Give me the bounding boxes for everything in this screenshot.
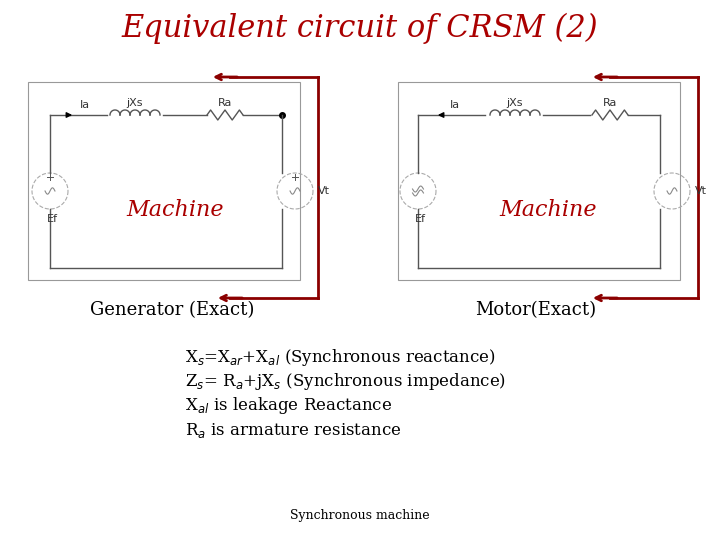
Text: X$_{al}$ is leakage Reactance: X$_{al}$ is leakage Reactance — [185, 395, 392, 416]
Text: R$_a$ is armature resistance: R$_a$ is armature resistance — [185, 421, 402, 440]
Text: Vt: Vt — [695, 186, 707, 196]
Text: Ef: Ef — [47, 214, 58, 224]
Text: jXs: jXs — [127, 98, 143, 108]
Text: Ra: Ra — [603, 98, 617, 108]
Text: Ef: Ef — [415, 214, 426, 224]
Bar — [398, 82, 680, 280]
Text: Ia: Ia — [450, 100, 460, 110]
Text: Equivalent circuit of CRSM (2): Equivalent circuit of CRSM (2) — [122, 12, 598, 44]
Text: Machine: Machine — [499, 199, 597, 221]
Text: Generator (Exact): Generator (Exact) — [90, 301, 254, 319]
Bar — [28, 82, 300, 280]
Text: Ra: Ra — [218, 98, 232, 108]
Text: jXs: jXs — [507, 98, 523, 108]
Text: Motor(Exact): Motor(Exact) — [475, 301, 596, 319]
Text: Machine: Machine — [126, 199, 224, 221]
Text: Z$_s$= R$_a$+jX$_s$ (Synchronous impedance): Z$_s$= R$_a$+jX$_s$ (Synchronous impedan… — [185, 372, 506, 393]
Text: Vt: Vt — [318, 186, 330, 196]
Text: X$_s$=X$_{ar}$+X$_{al}$ (Synchronous reactance): X$_s$=X$_{ar}$+X$_{al}$ (Synchronous rea… — [185, 348, 496, 368]
Text: Synchronous machine: Synchronous machine — [290, 509, 430, 522]
Text: Ia: Ia — [80, 100, 90, 110]
